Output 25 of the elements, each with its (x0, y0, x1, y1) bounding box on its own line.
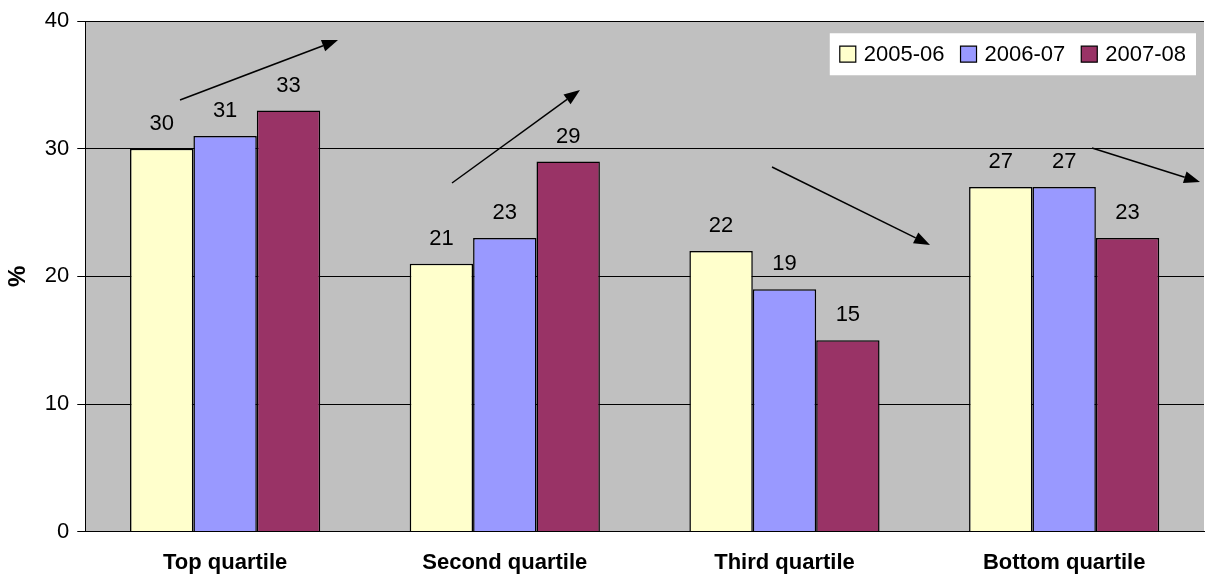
data-label: 23 (492, 199, 518, 225)
data-label: 19 (772, 250, 797, 276)
x-tick-label: Top quartile (162, 548, 288, 574)
x-tick-label: Third quartile (714, 548, 855, 574)
legend-label: 2005-06 (863, 41, 945, 67)
data-label: 15 (835, 301, 861, 327)
y-tick-label: 30 (44, 134, 70, 160)
data-label: 30 (149, 109, 174, 135)
y-tick-label: 20 (44, 262, 70, 288)
legend-label: 2007-08 (1105, 41, 1187, 67)
data-label: 31 (212, 97, 238, 123)
y-tick-label: 0 (57, 517, 70, 543)
data-label: 27 (988, 148, 1014, 174)
data-label: 21 (429, 224, 454, 250)
data-label: 27 (1051, 148, 1077, 174)
data-label: 23 (1115, 199, 1140, 225)
x-tick-label: Bottom quartile (982, 548, 1146, 574)
legend-label: 2006-07 (984, 41, 1066, 67)
data-label: 29 (555, 122, 581, 148)
y-tick-label: 10 (44, 390, 70, 416)
y-tick-label: 40 (44, 7, 70, 33)
y-axis-title: % (3, 265, 31, 288)
x-tick-label: Second quartile (422, 548, 588, 574)
data-label: 22 (708, 211, 734, 237)
data-label: 33 (276, 71, 301, 97)
